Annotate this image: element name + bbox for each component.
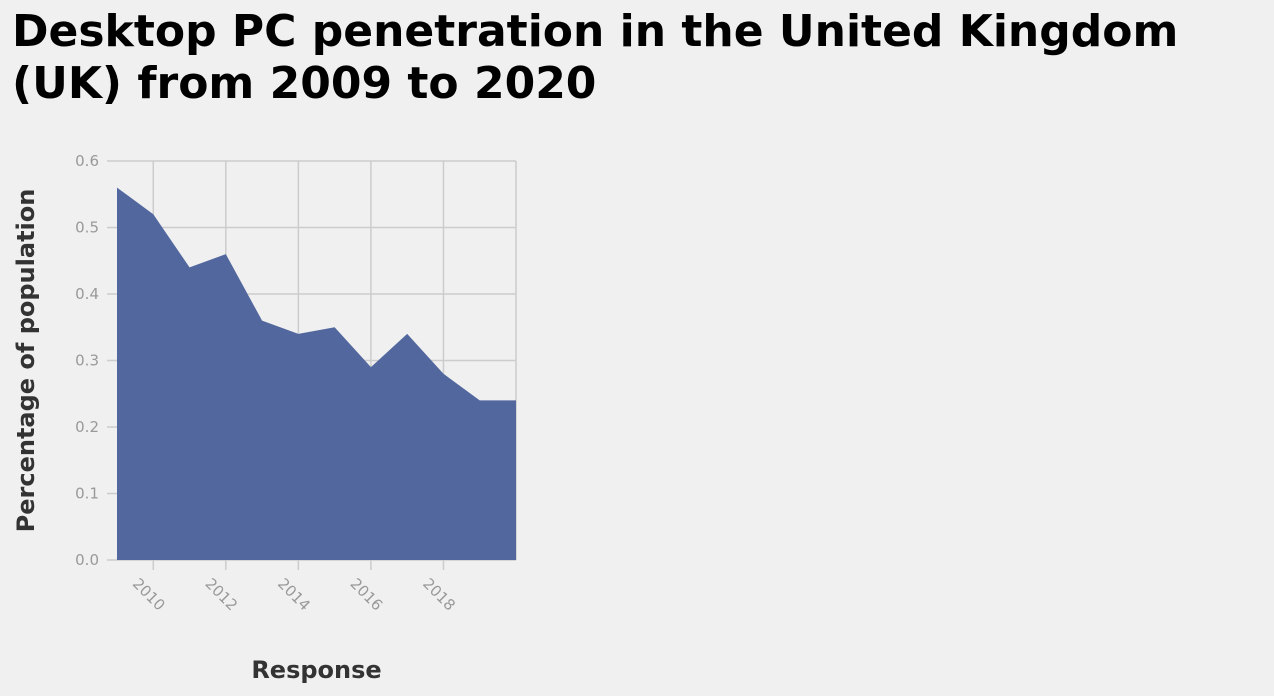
x-tick-label: 2018 [419, 575, 459, 615]
y-tick-label: 0.6 [75, 152, 99, 170]
y-tick-label: 0.0 [75, 551, 99, 569]
y-tick-label: 0.4 [75, 285, 99, 303]
area-series [117, 187, 516, 560]
y-tick-label: 0.3 [75, 352, 99, 370]
area-fill [117, 187, 516, 560]
y-tick-label: 0.2 [75, 418, 99, 436]
chart-title: Desktop PC penetration in the United Kin… [12, 6, 1179, 109]
y-tick-label: 0.1 [75, 485, 99, 503]
y-tick-labels: 0.0 0.1 0.2 0.3 0.4 0.5 0.6 [75, 152, 99, 569]
y-axis-label: Percentage of population [12, 189, 40, 533]
y-tick-label: 0.5 [75, 219, 99, 237]
x-tick-labels: 2010 2012 2014 2016 2018 [129, 575, 459, 615]
x-tick-label: 2012 [201, 575, 241, 615]
x-tick-label: 2010 [129, 575, 169, 615]
x-tick-label: 2016 [347, 575, 387, 615]
x-tick-label: 2014 [274, 575, 314, 615]
x-axis-label: Response [251, 656, 381, 684]
axes [107, 160, 445, 570]
